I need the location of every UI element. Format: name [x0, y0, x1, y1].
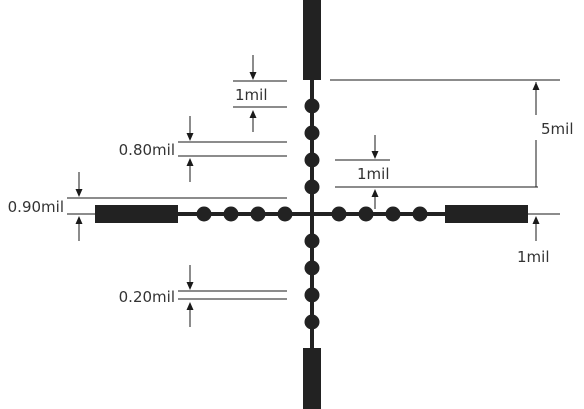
mil-dot	[304, 314, 320, 330]
vertical-top-dots	[304, 98, 320, 195]
label-090mil: 0.90mil	[8, 198, 64, 216]
mil-dot	[196, 206, 212, 222]
dim-090mil: 0.90mil	[8, 172, 287, 241]
mil-dot	[223, 206, 239, 222]
dim-080mil: 0.80mil	[119, 116, 287, 182]
bottom-post	[303, 348, 321, 409]
top-post	[303, 0, 321, 80]
mil-dot	[358, 206, 374, 222]
mil-dot	[331, 206, 347, 222]
mil-dot	[250, 206, 266, 222]
dim-1mil-top: 1mil	[233, 55, 287, 132]
mil-dot	[277, 206, 293, 222]
mil-dot	[304, 98, 320, 114]
vertical-bottom-dots	[304, 233, 320, 330]
left-post	[95, 205, 178, 223]
mil-dot	[385, 206, 401, 222]
mil-dot	[304, 125, 320, 141]
mil-dot	[412, 206, 428, 222]
label-020mil: 0.20mil	[119, 288, 175, 306]
dim-1mil-right: 1mil	[335, 135, 538, 209]
horizontal-right-dots	[331, 206, 428, 222]
mil-dot	[304, 152, 320, 168]
label-5mil: 5mil	[541, 120, 574, 138]
right-post	[445, 205, 528, 223]
label-080mil: 0.80mil	[119, 141, 175, 159]
mil-dot	[304, 260, 320, 276]
label-1mil-top: 1mil	[235, 86, 268, 104]
mil-dot	[304, 287, 320, 303]
label-1mil-right: 1mil	[357, 165, 390, 183]
dim-020mil: 0.20mil	[119, 265, 287, 327]
mil-dot	[304, 179, 320, 195]
dim-5mil: 5mil	[330, 79, 574, 187]
label-1mil-bottom-right: 1mil	[517, 248, 550, 266]
mil-dot	[304, 233, 320, 249]
horizontal-left-dots	[196, 206, 293, 222]
dim-1mil-bottom-right: 1mil	[517, 213, 560, 266]
